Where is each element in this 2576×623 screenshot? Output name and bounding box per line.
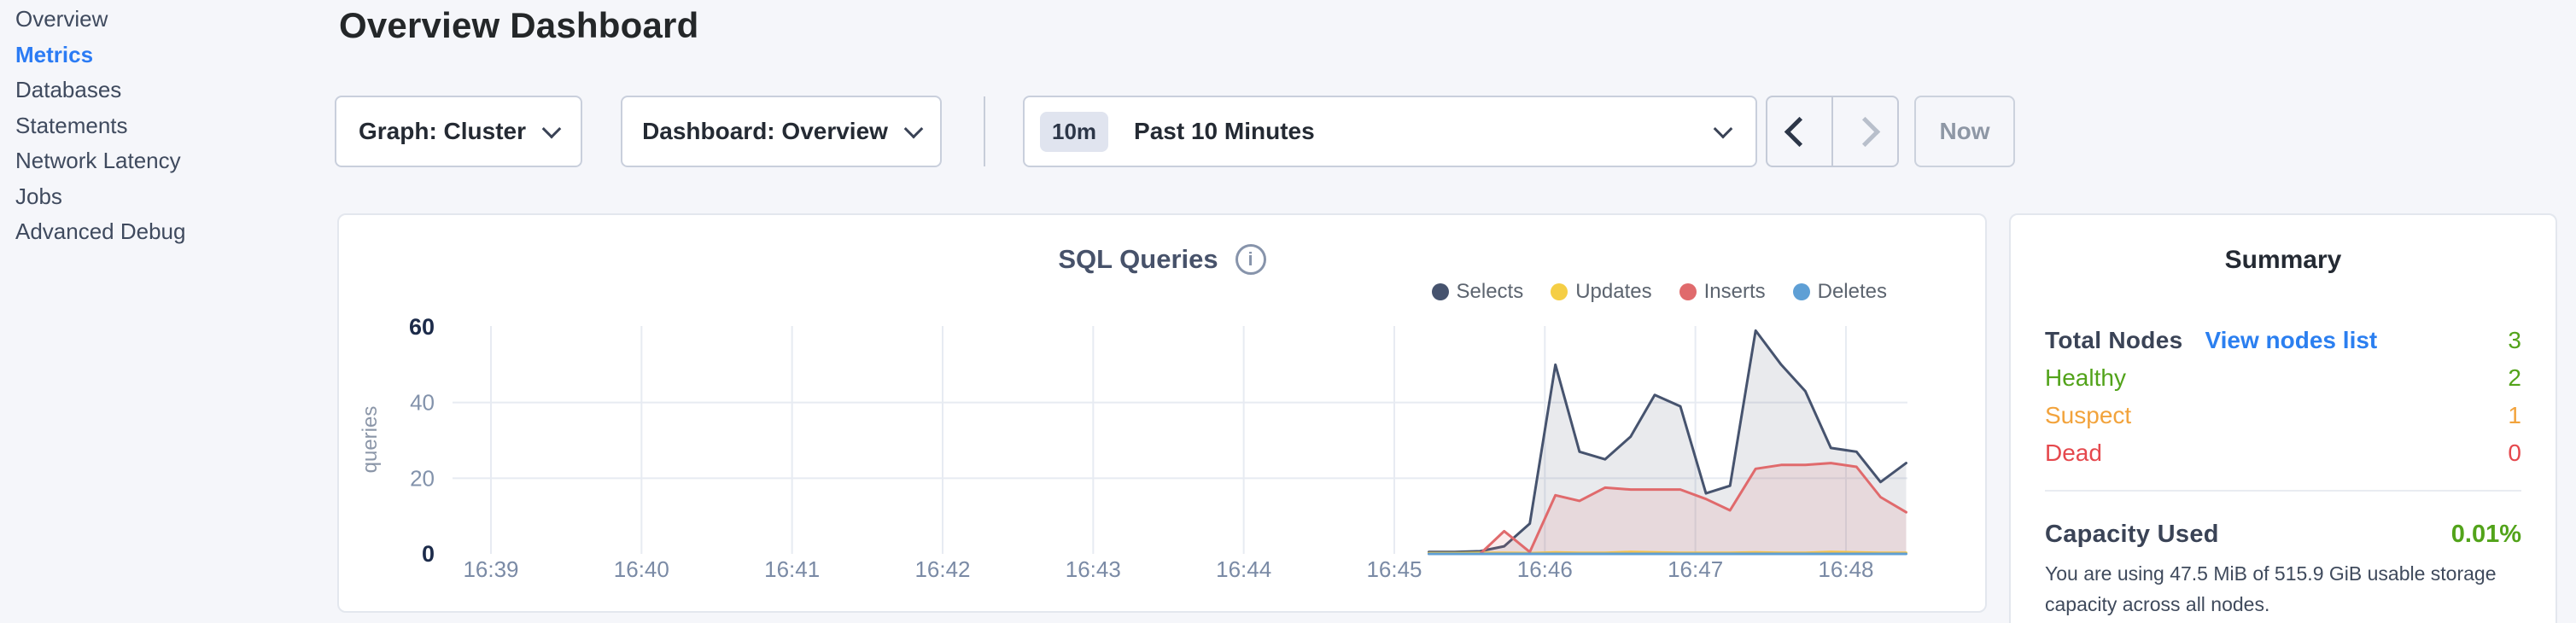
svg-text:16:39: 16:39 [463, 556, 518, 582]
time-range-label: Past 10 Minutes [1134, 118, 1315, 144]
sidebar-item-advanced-debug[interactable]: Advanced Debug [15, 218, 186, 245]
healthy-value: 2 [2508, 364, 2521, 391]
graph-scope-label: Graph: Cluster [358, 118, 527, 144]
sidebar-nav: Overview Metrics Databases Statements Ne… [0, 0, 333, 623]
chart-title: SQL Queries [1058, 244, 1218, 274]
sidebar-item-statements[interactable]: Statements [15, 112, 128, 138]
svg-text:40: 40 [410, 390, 435, 416]
total-nodes-label: Total Nodes [2045, 327, 2183, 353]
chevron-down-icon [903, 119, 924, 139]
svg-text:16:48: 16:48 [1818, 556, 1873, 582]
legend-label: Deletes [1817, 280, 1887, 303]
svg-text:16:44: 16:44 [1216, 556, 1271, 582]
time-range-badge: 10m [1040, 111, 1109, 152]
dead-label: Dead [2045, 440, 2102, 466]
graph-scope-dropdown[interactable]: Graph: Cluster [335, 96, 582, 167]
chart-legend: Selects Updates Inserts Deletes [1431, 280, 1887, 304]
svg-text:16:40: 16:40 [614, 556, 669, 582]
sql-queries-chart-plot[interactable]: 16:39 16:40 16:41 16:42 16:43 16:44 16:45 16:46… [339, 215, 1985, 611]
sql-queries-chart-panel: 16:39 16:40 16:41 16:42 16:43 16:44 16:45 16:46… [337, 213, 1987, 613]
legend-item-deletes[interactable]: Deletes [1792, 280, 1887, 304]
deletes-dot-icon [1792, 283, 1810, 300]
toolbar-divider [984, 96, 985, 166]
svg-text:queries: queries [359, 406, 382, 474]
dead-nodes-row: Dead 0 [2045, 434, 2521, 472]
healthy-nodes-row: Healthy 2 [2045, 359, 2521, 397]
svg-text:16:45: 16:45 [1366, 556, 1422, 582]
svg-text:16:43: 16:43 [1066, 556, 1121, 582]
sidebar-item-databases[interactable]: Databases [15, 77, 122, 103]
chevron-down-icon [1713, 119, 1733, 139]
capacity-used-value: 0.01% [2450, 520, 2521, 548]
svg-text:16:47: 16:47 [1668, 556, 1723, 582]
legend-item-updates[interactable]: Updates [1551, 280, 1652, 304]
legend-item-selects[interactable]: Selects [1431, 280, 1524, 304]
time-prev-button[interactable] [1766, 96, 1833, 167]
now-button-label: Now [1939, 118, 1990, 144]
info-icon[interactable]: i [1235, 244, 1266, 275]
sidebar-item-metrics[interactable]: Metrics [15, 41, 94, 67]
svg-text:16:42: 16:42 [914, 556, 970, 582]
updates-dot-icon [1551, 283, 1568, 300]
capacity-row: Capacity Used 0.01% [2045, 515, 2521, 553]
dashboard-label: Dashboard: Overview [642, 118, 888, 144]
suspect-value: 1 [2508, 402, 2521, 428]
selects-dot-icon [1431, 283, 1449, 300]
inserts-dot-icon [1679, 283, 1697, 300]
legend-label: Selects [1456, 280, 1524, 303]
view-nodes-list-link[interactable]: View nodes list [2205, 327, 2378, 353]
time-next-button[interactable] [1831, 96, 1899, 167]
page-title: Overview Dashboard [339, 5, 699, 45]
capacity-used-label: Capacity Used [2045, 520, 2219, 548]
legend-item-inserts[interactable]: Inserts [1679, 280, 1766, 304]
chevron-right-icon [1849, 116, 1881, 147]
time-pager [1766, 96, 1899, 167]
legend-label: Updates [1575, 280, 1652, 303]
legend-label: Inserts [1703, 280, 1766, 303]
total-nodes-value: 3 [2508, 327, 2521, 353]
summary-title: Summary [2224, 246, 2342, 274]
chevron-left-icon [1784, 116, 1815, 147]
svg-text:20: 20 [410, 465, 435, 491]
dead-value: 0 [2508, 440, 2521, 466]
sidebar-item-overview[interactable]: Overview [15, 6, 108, 32]
svg-text:0: 0 [422, 541, 435, 567]
suspect-nodes-row: Suspect 1 [2045, 397, 2521, 434]
summary-divider [2045, 490, 2521, 492]
svg-text:60: 60 [409, 314, 435, 340]
summary-panel: Summary Total Nodes View nodes list 3 He… [2009, 213, 2557, 623]
svg-text:16:46: 16:46 [1517, 556, 1573, 582]
sidebar-item-jobs[interactable]: Jobs [15, 183, 62, 209]
healthy-label: Healthy [2045, 364, 2126, 391]
suspect-label: Suspect [2045, 402, 2132, 428]
time-range-dropdown[interactable]: 10m Past 10 Minutes [1023, 96, 1757, 167]
total-nodes-row: Total Nodes View nodes list 3 [2045, 322, 2521, 359]
svg-text:16:41: 16:41 [764, 556, 820, 582]
chevron-down-icon [541, 119, 562, 139]
sidebar-item-network-latency[interactable]: Network Latency [15, 148, 181, 174]
now-button[interactable]: Now [1914, 96, 2015, 167]
capacity-description: You are using 47.5 MiB of 515.9 GiB usab… [2045, 562, 2497, 615]
dashboard-dropdown[interactable]: Dashboard: Overview [621, 96, 942, 167]
